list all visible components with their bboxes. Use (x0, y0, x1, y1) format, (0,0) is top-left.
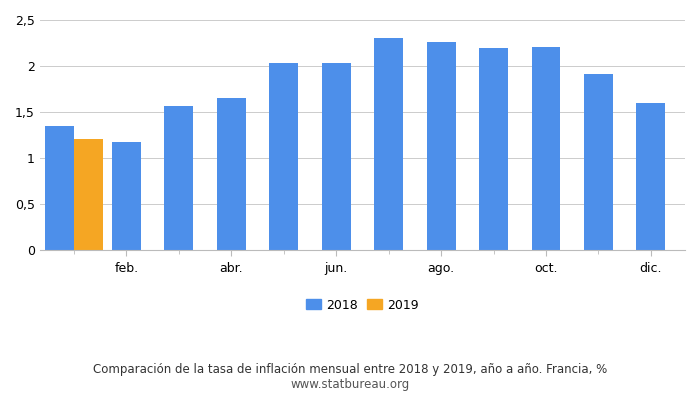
Bar (270, 63, 298, 250)
Bar (584, 74, 613, 250)
Bar (112, 142, 141, 250)
Bar (427, 42, 456, 250)
Legend: 2018, 2019: 2018, 2019 (301, 294, 424, 316)
Bar (479, 48, 508, 250)
Bar (374, 38, 403, 250)
Bar (74, 139, 103, 250)
Bar (322, 63, 351, 250)
Bar (45, 126, 74, 250)
Text: www.statbureau.org: www.statbureau.org (290, 378, 410, 391)
Bar (164, 106, 193, 250)
Bar (217, 98, 246, 250)
Bar (636, 103, 665, 250)
Bar (531, 47, 561, 250)
Text: Comparación de la tasa de inflación mensual entre 2018 y 2019, año a año. Franci: Comparación de la tasa de inflación mens… (93, 364, 607, 376)
